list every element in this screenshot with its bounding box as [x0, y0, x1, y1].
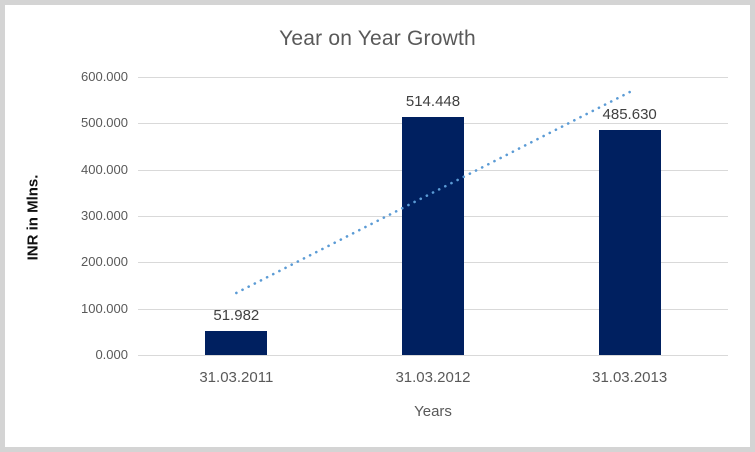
bar: [402, 116, 464, 355]
y-axis-title: INR in Mlns.: [24, 174, 42, 261]
x-tick-label: 31.03.2011: [199, 369, 274, 386]
y-tick-label: 0.000: [95, 347, 128, 362]
x-tick-label: 31.03.2012: [395, 369, 471, 386]
x-tick-label: 31.03.2013: [592, 369, 668, 386]
bar-value-label: 51.982: [213, 306, 260, 324]
trendline: [235, 90, 631, 295]
bar-value-label: 514.448: [405, 92, 461, 110]
y-tick-label: 300.000: [81, 208, 128, 223]
plot-area: 51.982 514.448 485.630: [138, 77, 728, 356]
gridline: [138, 355, 728, 356]
bar: [598, 129, 661, 355]
y-tick-label: 600.000: [81, 69, 128, 84]
gridline: [138, 77, 728, 78]
y-tick-label: 500.000: [81, 115, 128, 131]
chart-title: Year on Year Growth: [279, 27, 476, 50]
bar: [205, 330, 268, 355]
y-tick-label: 100.000: [81, 300, 128, 316]
bar-value-label: 485.630: [602, 105, 657, 123]
x-axis-title: Years: [414, 403, 452, 420]
y-tick-label: 400.000: [81, 161, 128, 177]
y-tick-label: 200.000: [81, 254, 128, 270]
